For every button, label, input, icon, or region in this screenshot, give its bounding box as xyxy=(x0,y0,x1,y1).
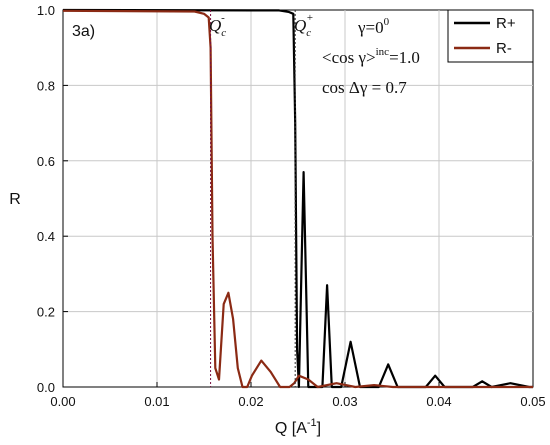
y-tick-label: 0.6 xyxy=(37,154,55,169)
x-tick-label: 0.03 xyxy=(332,394,357,409)
x-axis-ticks: 0.00 0.01 0.02 0.03 0.04 0.05 xyxy=(50,382,546,409)
x-tick-label: 0.04 xyxy=(426,394,451,409)
x-tick-label: 0.00 xyxy=(50,394,75,409)
grid xyxy=(63,10,533,387)
y-tick-label: 0.2 xyxy=(37,305,55,320)
critical-q-lines xyxy=(210,10,296,387)
series-line-r-minus xyxy=(62,9,533,389)
x-tick-label: 0.01 xyxy=(144,394,169,409)
y-axis-ticks: 0.0 0.2 0.4 0.6 0.8 1.0 xyxy=(37,3,68,395)
legend-box xyxy=(447,9,534,63)
y-tick-label: 0.4 xyxy=(37,229,55,244)
y-axis-label: R xyxy=(9,191,21,208)
gamma-annotation: γ=00 xyxy=(357,16,390,37)
series-group xyxy=(62,8,533,389)
legend-label-r-minus: R- xyxy=(496,40,512,57)
plot-area xyxy=(62,9,534,388)
y-tick-label: 0.0 xyxy=(37,380,55,395)
panel-label: 3a) xyxy=(72,23,95,40)
legend: R+ R- xyxy=(447,9,534,63)
legend-label-r-plus: R+ xyxy=(496,15,516,32)
y-tick-label: 0.8 xyxy=(37,78,55,93)
x-tick-label: 0.05 xyxy=(520,394,545,409)
y-tick-label: 1.0 xyxy=(37,3,55,18)
x-tick-label: 0.02 xyxy=(238,394,263,409)
x-axis-label: Q [A-1] xyxy=(275,417,321,437)
qc-plus-label: Qc+ xyxy=(294,12,314,39)
cos-delta-annotation: cos Δγ = 0.7 xyxy=(322,78,407,97)
qc-minus-label: Qc- xyxy=(209,12,226,39)
cos-avg-annotation: <cos γ>inc=1.0 xyxy=(322,46,420,67)
